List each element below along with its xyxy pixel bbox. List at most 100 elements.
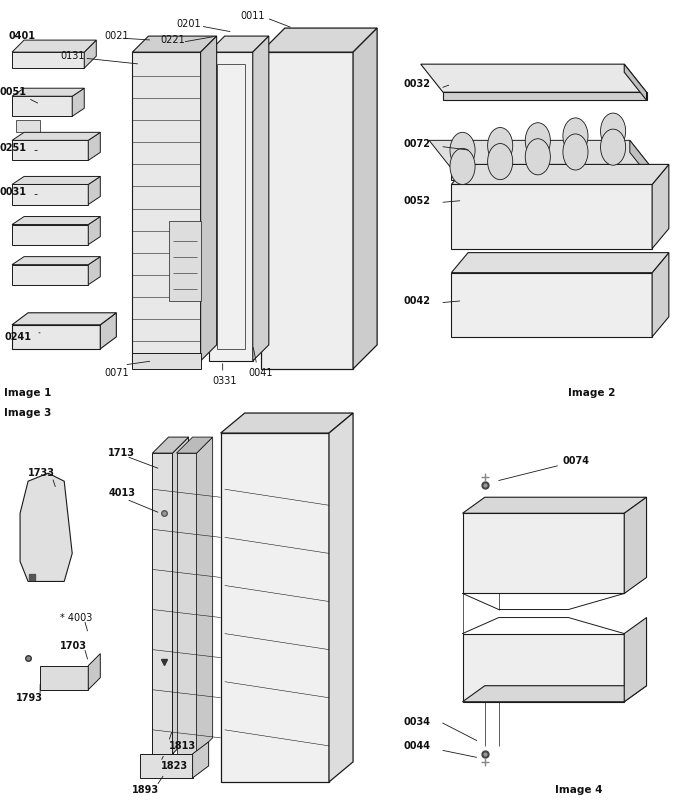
- Text: 1813: 1813: [169, 741, 196, 751]
- Polygon shape: [133, 353, 201, 369]
- Polygon shape: [152, 453, 173, 754]
- Polygon shape: [88, 654, 101, 690]
- Polygon shape: [452, 184, 652, 249]
- Text: Image 4: Image 4: [554, 785, 602, 795]
- Text: * 4003: * 4003: [60, 613, 92, 622]
- Circle shape: [488, 144, 513, 180]
- Polygon shape: [173, 437, 188, 754]
- Text: Image 2: Image 2: [568, 388, 616, 398]
- Text: Image 3: Image 3: [4, 408, 52, 418]
- Text: 0072: 0072: [404, 140, 431, 149]
- Polygon shape: [12, 140, 88, 160]
- Polygon shape: [16, 120, 40, 132]
- Polygon shape: [624, 497, 647, 593]
- Text: 1733: 1733: [28, 468, 55, 478]
- Text: 0241: 0241: [4, 332, 31, 342]
- Text: 1893: 1893: [133, 785, 160, 795]
- Text: 0201: 0201: [177, 19, 201, 29]
- Circle shape: [488, 128, 513, 164]
- Text: 0031: 0031: [0, 188, 27, 197]
- Circle shape: [600, 129, 626, 165]
- Polygon shape: [88, 132, 101, 160]
- Polygon shape: [197, 437, 213, 754]
- Polygon shape: [40, 666, 88, 690]
- Polygon shape: [253, 36, 269, 361]
- Text: 0251: 0251: [0, 144, 27, 153]
- Text: 1793: 1793: [16, 693, 43, 703]
- Polygon shape: [443, 92, 647, 100]
- Text: 0051: 0051: [0, 87, 27, 97]
- Circle shape: [450, 148, 475, 184]
- Polygon shape: [169, 221, 201, 301]
- Text: 0011: 0011: [241, 11, 265, 21]
- Text: 0041: 0041: [249, 368, 273, 378]
- Text: 1703: 1703: [60, 641, 87, 650]
- Polygon shape: [12, 257, 101, 265]
- Circle shape: [525, 123, 550, 159]
- Polygon shape: [452, 273, 652, 337]
- Polygon shape: [88, 176, 101, 205]
- Polygon shape: [652, 253, 669, 337]
- Text: 0052: 0052: [404, 196, 431, 205]
- Text: Image 1: Image 1: [4, 388, 52, 398]
- Text: 0221: 0221: [160, 35, 185, 45]
- Text: 0071: 0071: [104, 368, 129, 378]
- Polygon shape: [12, 88, 84, 96]
- Circle shape: [600, 113, 626, 149]
- Polygon shape: [429, 140, 652, 168]
- Polygon shape: [329, 413, 353, 782]
- Text: 0401: 0401: [8, 31, 35, 41]
- Polygon shape: [12, 217, 101, 225]
- Polygon shape: [220, 413, 353, 433]
- Text: 4013: 4013: [108, 488, 135, 498]
- Polygon shape: [261, 28, 377, 52]
- Text: 1823: 1823: [160, 761, 188, 771]
- Polygon shape: [201, 36, 217, 361]
- Circle shape: [563, 118, 588, 154]
- Polygon shape: [452, 253, 669, 273]
- Polygon shape: [12, 40, 97, 52]
- Polygon shape: [12, 313, 116, 325]
- Polygon shape: [12, 184, 88, 205]
- Polygon shape: [652, 164, 669, 249]
- Polygon shape: [462, 634, 624, 702]
- Polygon shape: [133, 36, 217, 52]
- Polygon shape: [209, 36, 269, 52]
- Text: 0042: 0042: [404, 296, 431, 306]
- Polygon shape: [421, 64, 647, 92]
- Polygon shape: [261, 52, 353, 369]
- Polygon shape: [12, 96, 72, 116]
- Text: 1713: 1713: [108, 448, 135, 458]
- Circle shape: [525, 139, 550, 175]
- Polygon shape: [462, 686, 647, 702]
- Polygon shape: [177, 437, 213, 453]
- Polygon shape: [84, 40, 97, 68]
- Polygon shape: [72, 88, 84, 116]
- Text: 0331: 0331: [213, 376, 237, 386]
- Polygon shape: [624, 618, 647, 702]
- Polygon shape: [12, 265, 88, 285]
- Polygon shape: [12, 132, 101, 140]
- Text: 0131: 0131: [60, 51, 85, 61]
- Polygon shape: [12, 52, 84, 68]
- Polygon shape: [12, 225, 88, 245]
- Polygon shape: [452, 168, 652, 180]
- Polygon shape: [20, 473, 72, 581]
- Polygon shape: [624, 64, 647, 100]
- Text: 0032: 0032: [404, 79, 431, 89]
- Polygon shape: [462, 513, 624, 593]
- Polygon shape: [12, 176, 101, 184]
- Polygon shape: [152, 437, 188, 453]
- Polygon shape: [192, 742, 209, 778]
- Polygon shape: [140, 754, 192, 778]
- Polygon shape: [220, 433, 329, 782]
- Text: 0074: 0074: [563, 456, 590, 466]
- Polygon shape: [209, 52, 253, 361]
- Polygon shape: [133, 52, 201, 361]
- Polygon shape: [88, 217, 101, 245]
- Text: 0044: 0044: [404, 741, 431, 751]
- Circle shape: [450, 132, 475, 168]
- Polygon shape: [101, 313, 116, 349]
- Polygon shape: [630, 140, 652, 180]
- Text: 0034: 0034: [404, 717, 431, 727]
